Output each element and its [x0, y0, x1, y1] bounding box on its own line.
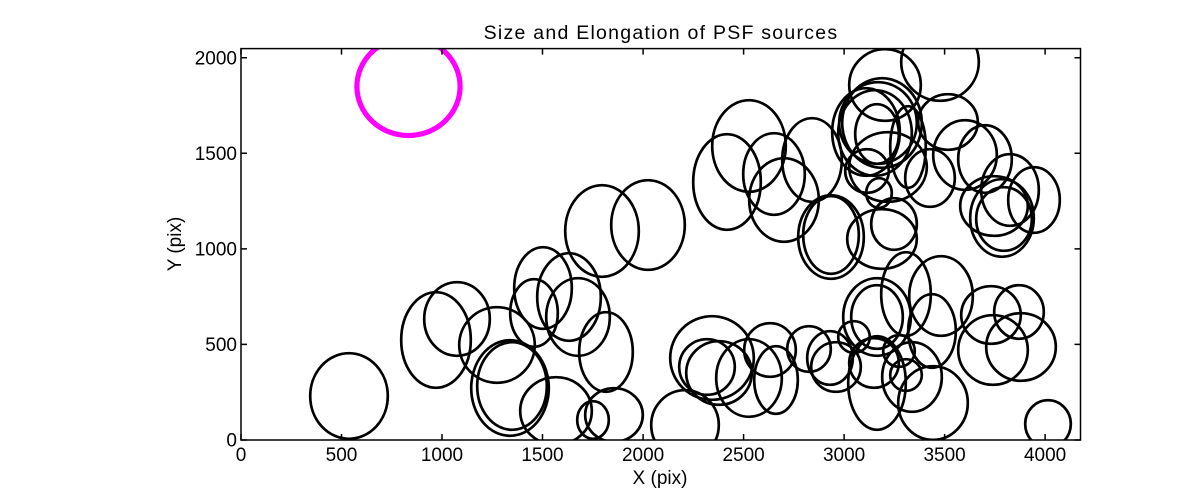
svg-text:1500: 1500 [521, 445, 563, 466]
svg-text:3500: 3500 [923, 445, 965, 466]
svg-text:Size and Elongation of PSF sou: Size and Elongation of PSF sources [484, 22, 839, 44]
svg-text:0: 0 [236, 445, 247, 466]
svg-text:2000: 2000 [195, 48, 237, 69]
svg-text:4000: 4000 [1024, 445, 1066, 466]
svg-text:1500: 1500 [195, 144, 237, 165]
svg-text:3000: 3000 [823, 445, 865, 466]
svg-text:1000: 1000 [195, 239, 237, 260]
svg-text:1000: 1000 [421, 445, 463, 466]
svg-text:500: 500 [326, 445, 358, 466]
svg-text:2000: 2000 [622, 445, 664, 466]
svg-text:0: 0 [226, 431, 237, 452]
svg-text:X (pix): X (pix) [633, 468, 688, 489]
svg-text:Y (pix): Y (pix) [165, 217, 186, 272]
svg-text:500: 500 [205, 335, 237, 356]
svg-text:2500: 2500 [722, 445, 764, 466]
